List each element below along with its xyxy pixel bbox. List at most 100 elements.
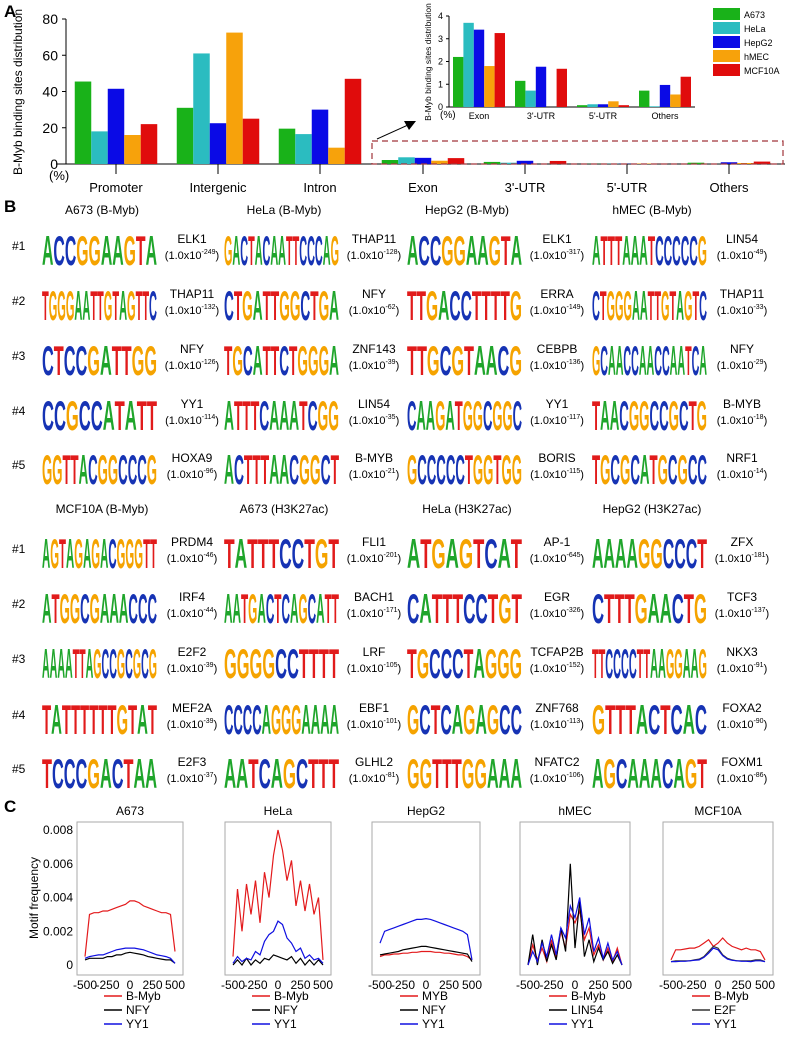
motif-logo-letters: TGCCCTAGGG — [407, 640, 522, 687]
motif-letter-A: A — [446, 530, 459, 577]
motif-letter-A: A — [83, 530, 91, 577]
motif-letter-G: G — [308, 337, 319, 384]
motif-letter-T: T — [136, 227, 146, 274]
motif-letter-A: A — [419, 585, 431, 632]
p-mantissa: 1.0x10 — [168, 305, 201, 317]
p-mantissa: 1.0x10 — [350, 663, 383, 675]
motif-tf-name: ZNF768 — [535, 701, 579, 715]
motif-letter-T: T — [431, 696, 441, 743]
x-tick-label: 250 — [588, 978, 608, 992]
p-open-paren: ( — [530, 608, 534, 620]
p-close-paren: ) — [396, 305, 400, 317]
y-tick-label: 80 — [42, 11, 58, 27]
motif-p-value: (1.0x10-29) — [717, 359, 768, 372]
motif-letter-G: G — [427, 337, 440, 384]
p-exponent: -21 — [385, 468, 395, 475]
p-open-paren: ( — [347, 553, 351, 565]
p-open-paren: ( — [167, 663, 171, 675]
p-open-paren: ( — [717, 360, 721, 372]
motif-logo-letters: TGCGCATGCGCC — [592, 446, 707, 493]
motif-logo: TGGGAATTGTAGTTC — [42, 282, 157, 329]
motif-letter-T: T — [89, 696, 98, 743]
motif-logo: ATGGCGAAACCC — [42, 585, 157, 632]
p-open-paren: ( — [530, 469, 534, 481]
motif-tf-name: HOXA9 — [172, 451, 213, 465]
motif-p-value: (1.0x10-114) — [165, 414, 219, 427]
motif-letter-G: G — [487, 696, 499, 743]
motif-letter-T: T — [643, 640, 650, 687]
p-mantissa: 1.0x10 — [534, 719, 567, 731]
motif-letter-G: G — [134, 530, 143, 577]
motif-letter-C: C — [299, 227, 307, 274]
motif-p-value: (1.0x10-132) — [165, 304, 219, 317]
motif-letter-A: A — [145, 750, 157, 797]
p-open-paren: ( — [167, 553, 171, 565]
motif-letter-T: T — [310, 282, 318, 329]
motif-letter-T: T — [481, 282, 491, 329]
motif-p-value: (1.0x10-21) — [349, 468, 400, 481]
motif-p-value: (1.0x10-39) — [167, 718, 218, 731]
arrow-head-icon — [404, 121, 416, 130]
motif-letter-A: A — [100, 337, 112, 384]
motif-letter-G: G — [483, 446, 493, 493]
motif-letter-T: T — [54, 337, 64, 384]
legend-swatch-hela — [713, 22, 740, 34]
motif-letter-G: G — [669, 392, 679, 439]
plot-title: hMEC — [558, 804, 592, 818]
bar-hmec-intron — [328, 147, 345, 164]
panel-c-motif-frequency: A673-500-250 0 250 50000.0020.0040.0060.008… — [27, 804, 775, 1031]
motif-letter-T: T — [299, 640, 309, 687]
motif-letter-G: G — [132, 337, 145, 384]
motif-letter-A: A — [407, 227, 418, 274]
motif-tf-name: PRDM4 — [171, 535, 213, 549]
p-mantissa: 1.0x10 — [534, 415, 567, 427]
motif-letter-A: A — [592, 530, 604, 577]
motif-letter-A: A — [320, 696, 329, 743]
motif-letter-A: A — [66, 530, 74, 577]
motif-letter-C: C — [513, 392, 522, 439]
panel-b-motif-grid: A673 (B-Myb) HeLa (B-Myb) HepG2 (B-Myb) hME… — [12, 203, 769, 797]
inset-bar-a673-others — [639, 90, 650, 107]
x-tick-label: -250 — [391, 978, 415, 992]
motif-letter-A: A — [109, 585, 119, 632]
p-exponent: -645 — [567, 552, 581, 559]
p-open-paren: ( — [167, 773, 171, 785]
motif-letter-T: T — [329, 750, 339, 797]
motif-letter-C: C — [672, 585, 684, 632]
motif-letter-G: G — [678, 446, 688, 493]
motif-letter-G: G — [89, 227, 101, 274]
p-mantissa: 1.0x10 — [533, 663, 566, 675]
motif-letter-C: C — [266, 585, 274, 632]
inset-bar-hepg2-others — [659, 84, 671, 107]
motif-letter-A: A — [253, 282, 263, 329]
p-exponent: -128 — [384, 249, 398, 256]
inset-x-tick-label: 3'-UTR — [527, 111, 556, 121]
motif-letter-T: T — [234, 282, 242, 329]
legend-label: HepG2 — [744, 38, 773, 48]
motif-letter-A: A — [487, 750, 499, 797]
p-exponent: -86 — [753, 772, 763, 779]
motif-tf-name: EGR — [544, 590, 570, 604]
bar-hela-intron — [295, 134, 312, 164]
motif-letter-C: C — [610, 446, 620, 493]
motif-letter-C: C — [308, 392, 318, 439]
motif-letter-G: G — [607, 282, 615, 329]
motif-letter-G: G — [87, 337, 100, 384]
motif-letter-T: T — [148, 696, 157, 743]
p-mantissa: 1.0x10 — [720, 305, 753, 317]
p-open-paren: ( — [167, 608, 171, 620]
motif-letter-C: C — [650, 392, 660, 439]
p-mantissa: 1.0x10 — [352, 469, 385, 481]
motif-letter-G: G — [501, 446, 511, 493]
motif-letter-T: T — [299, 392, 307, 439]
inset-bar-hepg2-3utr — [535, 66, 547, 107]
motif-letter-G: G — [492, 392, 502, 439]
motif-letter-T: T — [62, 696, 71, 743]
motif-letter-C: C — [418, 227, 429, 274]
p-close-paren: ) — [396, 469, 400, 481]
motif-logo: TTGACCTTTTG — [407, 282, 522, 329]
motif-letter-A: A — [473, 640, 485, 687]
p-mantissa: 1.0x10 — [352, 360, 385, 372]
motif-letter-C: C — [688, 446, 698, 493]
